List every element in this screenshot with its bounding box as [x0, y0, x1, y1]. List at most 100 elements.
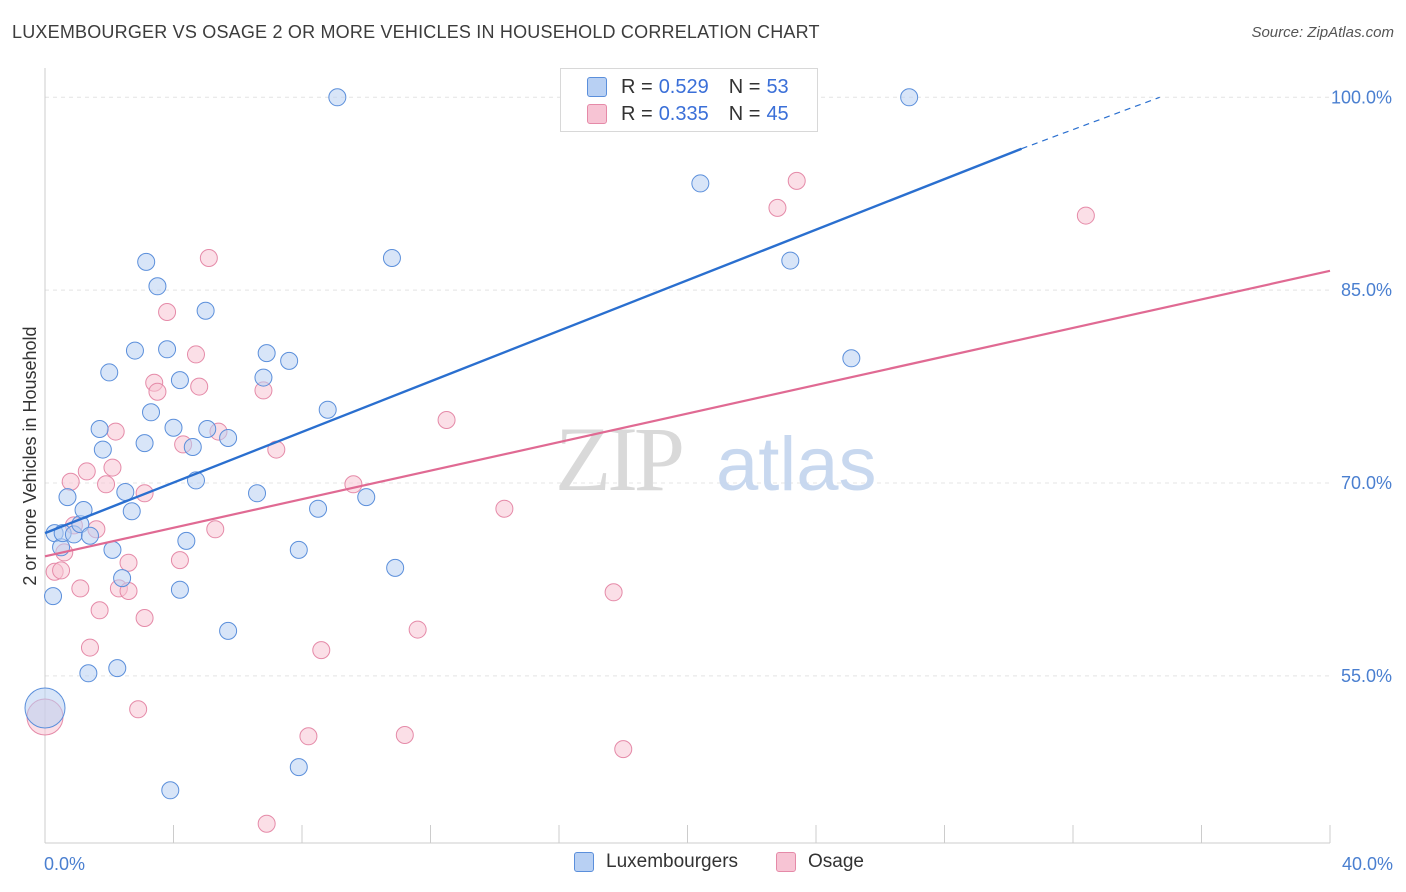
luxembourger-swatch [587, 77, 607, 97]
luxembourger-point [103, 540, 122, 559]
luxembourger-point [79, 664, 98, 683]
luxembourger-point [196, 301, 215, 320]
y-axis-label: 2 or more Vehicles in Household [20, 326, 40, 585]
y-tick-label: 85.0% [1341, 280, 1392, 300]
axes [44, 68, 1331, 844]
watermark-atlas: atlas [716, 422, 877, 507]
luxembourger-point [148, 277, 167, 296]
chart-title: LUXEMBOURGER VS OSAGE 2 OR MORE VEHICLES… [12, 22, 820, 42]
osage-point [614, 740, 633, 759]
osage-point [148, 382, 167, 401]
luxembourger-point [135, 434, 154, 453]
luxembourger-point [198, 420, 217, 438]
osage-point [257, 814, 276, 833]
osage-point [71, 579, 90, 598]
legend-osage-r: 0.335 [658, 102, 709, 125]
osage-point [186, 345, 205, 364]
osage-point [495, 499, 514, 518]
y-tick-label: 70.0% [1341, 473, 1392, 493]
osage-swatch [587, 104, 607, 124]
luxembourger-point [170, 371, 189, 390]
luxembourger-point [93, 440, 112, 459]
luxembourger-point [58, 488, 77, 507]
luxembourger-point [108, 659, 127, 678]
legend-lux-n: 53 [766, 75, 789, 98]
luxembourger-point [90, 420, 109, 438]
luxembourger-point [44, 587, 63, 606]
luxembourger-point [158, 340, 177, 359]
osage-point [768, 198, 787, 217]
luxembourger-point [691, 174, 710, 193]
luxembourger-point [80, 526, 99, 545]
grid-lines [45, 96, 1330, 677]
source-credit: Source: ZipAtlas.com [1251, 24, 1394, 41]
x-tick-label: 0.0% [44, 854, 85, 874]
luxembourger-point [113, 569, 132, 588]
x-tick-label: 40.0% [1342, 854, 1393, 874]
osage-points [26, 171, 1095, 833]
osage-point [135, 609, 154, 627]
legend-n-label: N = [728, 75, 761, 98]
osage-point [199, 249, 218, 267]
luxembourger-point [170, 580, 189, 599]
osage-point [103, 458, 122, 477]
y-tick-label: 100.0% [1331, 87, 1392, 107]
luxembourger-point [289, 540, 308, 559]
luxembourger-point [254, 368, 273, 387]
y-tick-label: 55.0% [1341, 666, 1392, 686]
luxembourger-point [125, 341, 144, 360]
luxembourger-point [382, 249, 401, 267]
osage-point [604, 583, 623, 602]
luxembourger-swatch [574, 852, 594, 872]
luxembourger-point [137, 252, 156, 271]
osage-point [408, 620, 427, 639]
osage-point [129, 700, 148, 719]
luxembourger-point [328, 88, 347, 107]
luxembourger-point [842, 349, 861, 368]
luxembourger-point [219, 429, 238, 447]
osage-point [61, 472, 80, 491]
luxembourger-point [289, 758, 308, 777]
luxembourger-point [280, 351, 299, 370]
luxembourger-point [219, 621, 238, 640]
luxembourger-point [142, 403, 161, 422]
osage-point [52, 561, 71, 580]
luxembourger-point [164, 418, 183, 437]
osage-point [787, 171, 806, 190]
osage-point [158, 303, 177, 321]
luxembourger-point [183, 438, 202, 456]
osage-point [206, 520, 225, 539]
osage-point [437, 411, 456, 429]
legend-r-label: R = [621, 102, 653, 125]
luxembourger-point [24, 687, 66, 729]
luxembourger-point [781, 251, 800, 270]
osage-point [312, 641, 331, 660]
bottom-legend-osage-label: Osage [808, 851, 864, 872]
luxembourger-point [309, 499, 328, 518]
osage-point [119, 553, 138, 572]
osage-point [106, 422, 125, 441]
osage-point [77, 462, 96, 481]
luxembourger-trend-extension [1021, 96, 1160, 150]
osage-point [170, 551, 189, 570]
watermark: ZIP atlas [555, 408, 877, 510]
legend-row-osage: R = 0.335 N = 45 [587, 102, 789, 126]
osage-swatch [776, 852, 796, 872]
luxembourger-trend-line [44, 147, 1023, 535]
luxembourger-point [248, 484, 267, 503]
osage-point [190, 377, 209, 396]
bottom-legend-osage: Osage [776, 851, 864, 873]
luxembourger-point [386, 558, 405, 577]
legend-lux-r: 0.529 [658, 75, 709, 98]
legend-r-label: R = [621, 75, 653, 98]
luxembourger-point [177, 531, 196, 550]
luxembourger-point [122, 502, 141, 521]
osage-trend-line [44, 269, 1331, 558]
luxembourger-point [900, 88, 919, 107]
trend-lines [44, 96, 1331, 558]
luxembourger-point [357, 488, 376, 507]
watermark-zip: ZIP [555, 408, 682, 510]
tick-labels: 55.0% 70.0% 85.0% 100.0% 0.0% 40.0% [44, 87, 1393, 874]
luxembourger-point [257, 344, 276, 363]
